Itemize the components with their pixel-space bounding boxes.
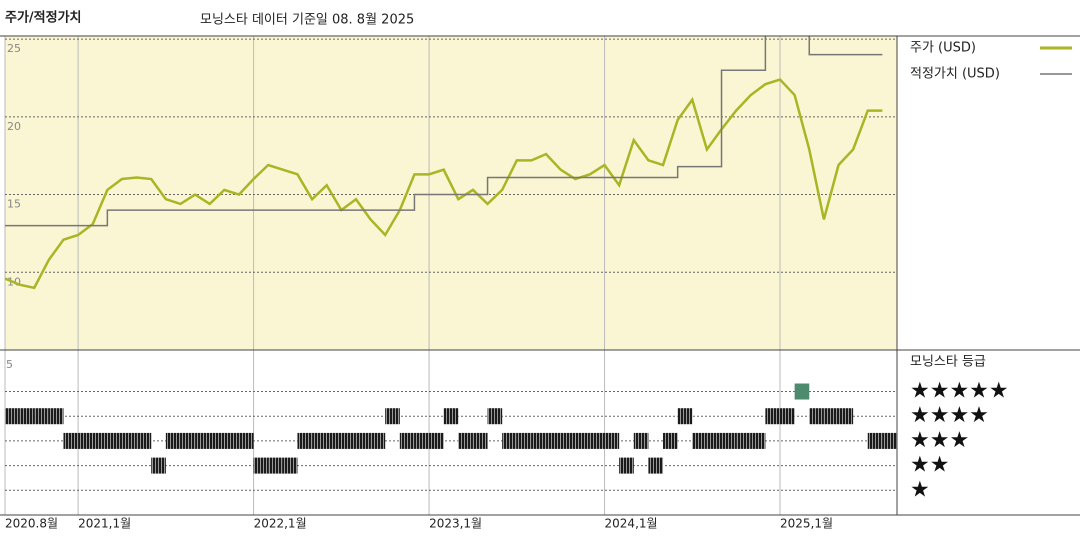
rating-bar xyxy=(253,457,269,474)
rating-bar xyxy=(297,432,313,449)
chart-subtitle: 모닝스타 데이터 기준일 08. 8월 2025 xyxy=(200,13,414,28)
rating-bar xyxy=(721,432,737,449)
rating-bar xyxy=(633,432,649,449)
rating-bar xyxy=(780,408,795,425)
x-tick-label: 2022,1월 xyxy=(254,517,307,531)
rating-bar xyxy=(341,432,356,449)
legend-label: 주가 (USD) xyxy=(910,41,976,56)
y-tick-label: 20 xyxy=(7,120,21,133)
rating-bar xyxy=(282,457,298,474)
rating-bar xyxy=(472,432,488,449)
rating-bar xyxy=(458,432,473,449)
rating-bar xyxy=(355,432,371,449)
rating-bar xyxy=(619,457,634,474)
rating-bar xyxy=(867,432,883,449)
x-tick-label: 2020.8월 xyxy=(5,517,58,531)
rating-bar xyxy=(370,432,386,449)
rating-bar xyxy=(663,432,678,449)
x-tick-label: 2023,1월 xyxy=(429,517,482,531)
rating-legend: ★★★★★ xyxy=(910,379,1009,404)
rating-bar xyxy=(414,432,430,449)
rating-bar xyxy=(107,432,122,449)
series-line xyxy=(5,36,883,227)
rating-bar xyxy=(63,432,79,449)
rating-bar xyxy=(312,432,327,449)
plot-background xyxy=(5,36,897,350)
rating-bar xyxy=(648,457,664,474)
plot-area xyxy=(5,36,883,290)
rating-legend: ★★★ xyxy=(910,428,969,453)
rating-bar xyxy=(121,432,137,449)
rating-bar xyxy=(838,408,854,425)
rating-legend: ★★★★ xyxy=(910,403,989,428)
y-tick-label: 15 xyxy=(7,198,21,211)
rating-bar xyxy=(575,432,590,449)
rating-bar xyxy=(224,432,239,449)
rating-bar xyxy=(794,383,810,400)
x-tick-label: 2024,1월 xyxy=(605,517,658,531)
rating-legend: ★★ xyxy=(910,453,949,478)
rating-bar xyxy=(531,432,547,449)
rating-bar xyxy=(487,408,503,425)
rating-bar xyxy=(385,408,400,425)
rating-bar xyxy=(429,432,444,449)
rating-bar xyxy=(809,408,824,425)
rating-bar xyxy=(48,408,64,425)
x-tick-label: 2025,1월 xyxy=(780,517,833,531)
y-tick-label: 25 xyxy=(7,42,21,55)
rating-legend-title: 모닝스타 등급 xyxy=(910,355,986,370)
rating-bar xyxy=(823,408,839,425)
rating-bar xyxy=(34,408,49,425)
rating-bar xyxy=(604,432,620,449)
rating-bar xyxy=(516,432,532,449)
rating-bar xyxy=(750,432,766,449)
x-tick-label: 2021,1월 xyxy=(78,517,131,531)
rating-bar xyxy=(209,432,225,449)
rating-bar xyxy=(326,432,342,449)
legend-label: 적정가치 (USD) xyxy=(910,67,1000,82)
rating-bar xyxy=(19,408,35,425)
chart-title: 주가/적정가치 xyxy=(5,10,82,26)
rating-bar xyxy=(589,432,605,449)
rating-bar xyxy=(677,408,693,425)
rating-bar xyxy=(136,432,152,449)
rating-bar xyxy=(5,408,20,425)
rating-bar xyxy=(180,432,196,449)
rating-bar xyxy=(399,432,415,449)
rating-bar xyxy=(151,457,166,474)
rating-bar xyxy=(502,432,517,449)
rating-bar xyxy=(92,432,108,449)
rating-bar xyxy=(546,432,561,449)
corner-label: 5 xyxy=(6,358,13,371)
rating-bar xyxy=(443,408,459,425)
rating-legend: ★ xyxy=(910,477,930,502)
rating-bar xyxy=(765,408,781,425)
rating-bar xyxy=(238,432,254,449)
series-line xyxy=(5,78,883,290)
rating-bar xyxy=(165,432,181,449)
rating-bar xyxy=(736,432,751,449)
rating-bar xyxy=(692,432,707,449)
rating-bar xyxy=(268,457,283,474)
rating-bar xyxy=(78,432,93,449)
rating-bar xyxy=(560,432,576,449)
rating-bar xyxy=(195,432,210,449)
rating-bar xyxy=(882,432,897,449)
rating-bar xyxy=(706,432,722,449)
